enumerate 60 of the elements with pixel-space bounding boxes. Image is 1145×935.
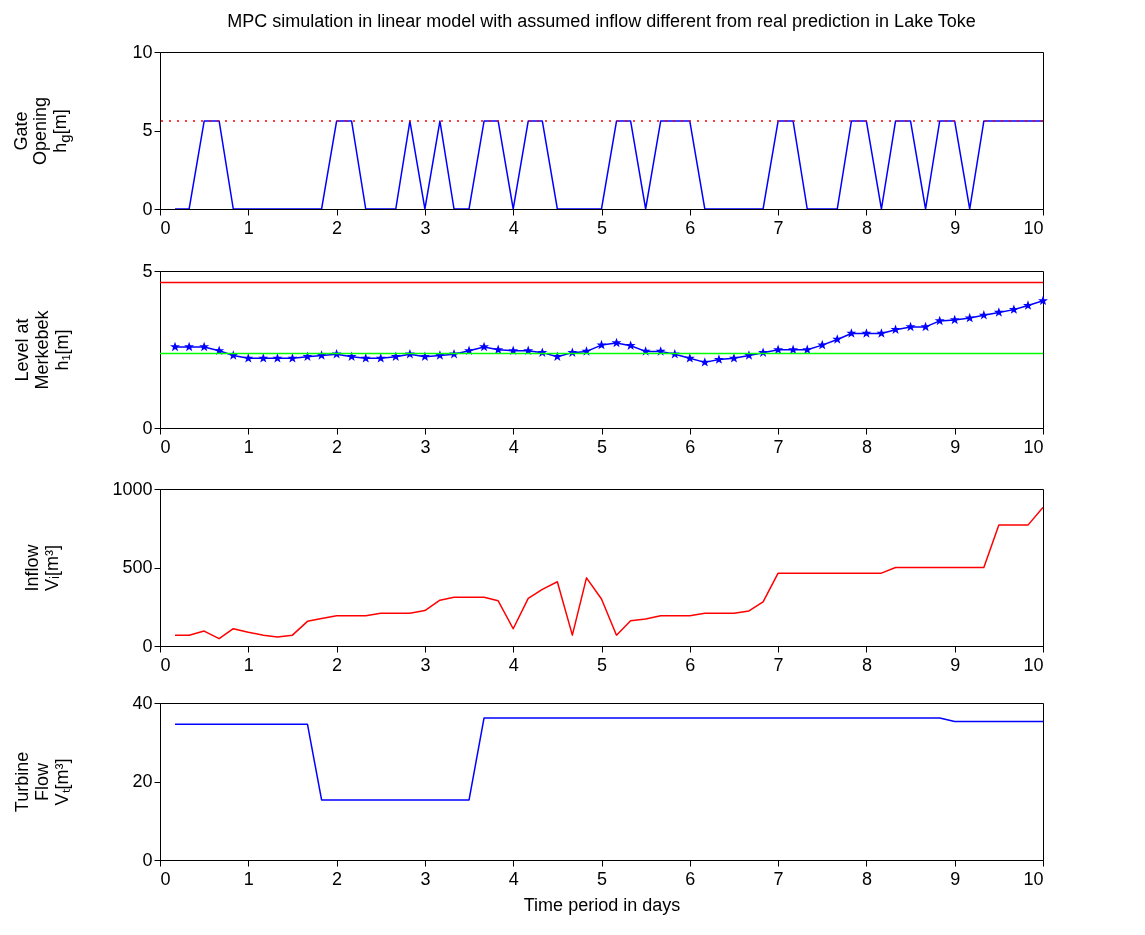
y-axis-title: Inflow Vᵢ[m³] — [21, 543, 62, 592]
x-tick-label: 2 — [332, 654, 343, 675]
x-tick-label: 6 — [685, 654, 696, 675]
x-tick-label: 4 — [508, 654, 519, 675]
y-tick-label: 500 — [122, 557, 153, 577]
x-tick-label: 3 — [420, 217, 431, 238]
y-axis-title: Level at Merkebek h₁[m] — [11, 309, 72, 390]
x-tick-label: 0 — [160, 217, 171, 238]
y-tick-label: 0 — [142, 849, 153, 870]
y-tick-label: 0 — [142, 417, 153, 438]
x-tick-label: 8 — [861, 654, 872, 675]
x-tick-label: 7 — [773, 654, 784, 675]
x-axis-title: Time period in days — [523, 894, 681, 915]
x-tick-label: 3 — [420, 654, 431, 675]
y-tick-label: 5 — [142, 260, 153, 281]
x-tick-label: 8 — [861, 217, 872, 238]
x-tick-label: 5 — [596, 217, 608, 238]
x-tick-label: 10 — [1023, 217, 1044, 238]
y-tick-label: 5 — [142, 120, 153, 140]
x-tick-label: 4 — [508, 436, 519, 457]
x-tick-label: 5 — [596, 654, 608, 675]
x-tick-label: 0 — [160, 868, 171, 889]
y-tick-label: 20 — [132, 771, 153, 791]
x-tick-label: 1 — [243, 217, 254, 238]
y-tick-label: 10 — [132, 41, 153, 62]
x-tick-label: 10 — [1023, 436, 1044, 457]
x-tick-label: 1 — [243, 436, 254, 457]
x-tick-label: 5 — [596, 436, 608, 457]
x-tick-label: 2 — [332, 217, 343, 238]
y-tick-label: 0 — [142, 198, 153, 219]
x-tick-label: 3 — [420, 868, 431, 889]
y-tick-label: 0 — [142, 635, 153, 656]
x-tick-label: 9 — [950, 436, 961, 457]
x-tick-label: 7 — [773, 217, 784, 238]
x-tick-label: 0 — [160, 436, 171, 457]
x-tick-label: 8 — [861, 436, 872, 457]
x-tick-label: 7 — [773, 436, 784, 457]
x-tick-label: 10 — [1023, 654, 1044, 675]
x-tick-label: 9 — [950, 868, 961, 889]
x-tick-label: 6 — [685, 436, 696, 457]
x-tick-label: 9 — [950, 217, 961, 238]
y-tick-label: 40 — [132, 692, 153, 713]
x-tick-label: 9 — [950, 654, 961, 675]
x-tick-label: 0 — [160, 654, 171, 675]
x-tick-label: 1 — [243, 654, 254, 675]
x-tick-label: 6 — [685, 217, 696, 238]
x-tick-label: 7 — [773, 868, 784, 889]
x-tick-label: 1 — [243, 868, 254, 889]
chart-title: MPC simulation in linear model with assumed inflow different from real prediction in Lake Toke — [227, 11, 976, 31]
y-axis-title: Turbine Flow Vₜ[m³] — [11, 751, 72, 812]
y-tick-label: 1000 — [112, 478, 153, 499]
x-tick-label: 4 — [508, 868, 519, 889]
x-tick-label: 5 — [596, 868, 608, 889]
x-tick-label: 4 — [508, 217, 519, 238]
x-tick-label: 10 — [1023, 868, 1044, 889]
x-tick-label: 2 — [332, 868, 343, 889]
x-tick-label: 6 — [685, 868, 696, 889]
x-tick-label: 2 — [332, 436, 343, 457]
x-tick-label: 8 — [861, 868, 872, 889]
x-tick-label: 3 — [420, 436, 431, 457]
